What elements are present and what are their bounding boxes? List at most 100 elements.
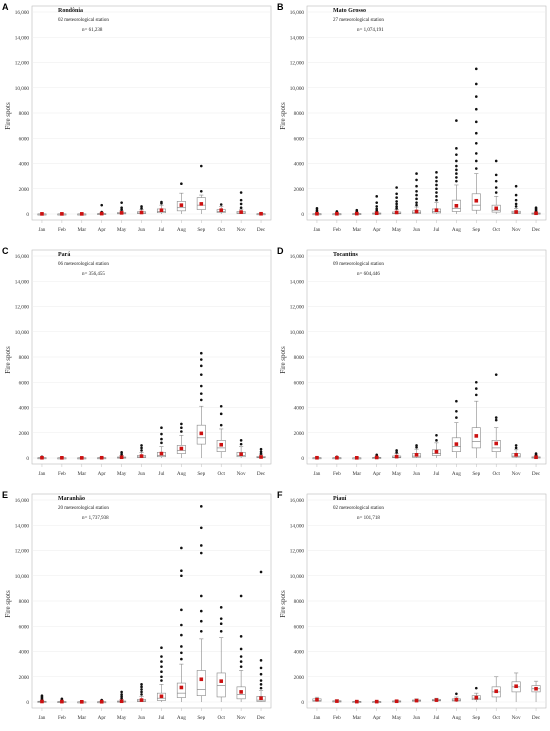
outlier-point <box>199 551 203 555</box>
box-oct <box>491 676 501 702</box>
mean-marker <box>199 202 204 206</box>
outlier-point <box>474 95 478 98</box>
outlier-point <box>140 685 143 689</box>
chart-svg: 0 2000 4000 6000 8000 10,000 12,000 14,000 16,00… <box>290 493 547 721</box>
outlier-point <box>239 442 243 446</box>
x-tick-label: Jan <box>38 471 45 477</box>
panel-n-label: n= 61,238 <box>82 28 103 33</box>
x-tick-label: Jan <box>38 227 45 233</box>
outlier-point <box>219 423 223 427</box>
x-tick-label: Nov <box>512 715 521 721</box>
outlier-point <box>514 184 518 188</box>
mean-marker <box>219 208 224 213</box>
outlier-point <box>415 172 418 175</box>
outlier-point <box>160 441 163 445</box>
outlier-point <box>435 433 438 437</box>
y-tick-label: 6000 <box>294 136 305 142</box>
outlier-point <box>239 202 243 206</box>
panel-subtitle: 02 meteorological station <box>333 506 384 511</box>
x-tick-label: Jan <box>313 227 320 233</box>
panel-letter: E <box>2 490 9 500</box>
mean-marker <box>474 695 479 700</box>
outlier-point <box>199 164 203 168</box>
outlier-point <box>259 686 263 690</box>
mean-marker <box>494 689 499 694</box>
box-aug <box>176 546 186 702</box>
box-may <box>392 699 402 704</box>
outlier-point <box>219 617 223 620</box>
y-axis-label: Fire spots <box>279 346 287 374</box>
outlier-point <box>160 660 163 663</box>
outlier-point <box>160 646 163 650</box>
box-feb <box>57 697 67 704</box>
outlier-point <box>239 206 243 209</box>
mean-marker <box>374 455 379 460</box>
y-tick-label: 6000 <box>294 624 305 630</box>
y-tick-label: 14,000 <box>15 523 30 529</box>
y-axis-label: Fire spots <box>279 102 287 130</box>
y-tick-label: 2000 <box>19 187 30 193</box>
outlier-point <box>199 505 203 508</box>
outlier-point <box>455 119 458 122</box>
panel-letter: C <box>2 246 9 256</box>
box-nov <box>236 594 246 702</box>
mean-marker <box>335 699 339 703</box>
outlier-point <box>494 373 498 376</box>
outlier-point <box>435 183 438 187</box>
outlier-point <box>120 451 123 454</box>
chart-svg: 0 2000 4000 6000 8000 10,000 12,000 14,000 16,00… <box>290 249 547 477</box>
box-feb <box>332 699 342 703</box>
box-jan <box>37 455 47 460</box>
x-tick-label: Oct <box>492 471 500 477</box>
mean-marker <box>514 684 518 689</box>
box-aug <box>451 692 461 702</box>
outlier-point <box>474 380 478 384</box>
x-tick-label: Jul <box>158 471 165 477</box>
x-tick-label: Aug <box>177 471 186 477</box>
mean-marker <box>79 700 84 704</box>
mean-marker <box>335 211 339 216</box>
mean-marker <box>99 455 104 460</box>
panel-n-label: n= 101,718 <box>357 516 380 521</box>
x-tick-label: Mar <box>352 715 361 721</box>
y-tick-label: 8000 <box>19 355 30 361</box>
chart-panel-f: 0 2000 4000 6000 8000 10,000 12,000 14,000 16,00… <box>275 488 550 731</box>
x-tick-label: Apr <box>98 227 106 233</box>
outlier-point <box>219 622 223 626</box>
outlier-point <box>474 167 478 170</box>
outlier-point <box>455 176 458 179</box>
x-tick-label: Jul <box>158 227 165 233</box>
outlier-point <box>415 444 418 447</box>
mean-marker <box>199 431 204 436</box>
outlier-point <box>160 665 163 668</box>
box-iqr <box>471 427 481 449</box>
x-tick-label: Nov <box>237 471 246 477</box>
outlier-point <box>140 205 143 208</box>
box-jun <box>137 683 147 702</box>
box-dec <box>531 206 541 216</box>
panel-subtitle: 20 meteorological station <box>58 506 109 511</box>
y-tick-label: 12,000 <box>290 61 305 67</box>
outlier-point <box>415 189 418 193</box>
box-iqr <box>196 670 206 696</box>
outlier-point <box>514 444 518 447</box>
outlier-point <box>120 208 123 211</box>
box-aug <box>176 182 186 214</box>
y-tick-label: 2000 <box>19 675 30 681</box>
box-apr <box>372 699 382 704</box>
outlier-point <box>180 569 183 572</box>
chart-panel-b: 0 2000 4000 6000 8000 10,000 12,000 14,000 16,00… <box>275 0 550 243</box>
y-tick-label: 6000 <box>19 380 30 386</box>
outlier-point <box>259 659 263 662</box>
x-tick-label: Dec <box>257 471 266 477</box>
outlier-point <box>435 439 438 442</box>
outlier-point <box>395 451 398 454</box>
mean-marker <box>159 694 164 699</box>
x-tick-label: Oct <box>217 471 225 477</box>
y-tick-label: 6000 <box>294 380 305 386</box>
outlier-point <box>514 202 518 206</box>
mean-marker <box>374 699 379 704</box>
y-tick-label: 2000 <box>294 187 305 193</box>
outlier-point <box>199 351 203 355</box>
y-tick-label: 12,000 <box>15 305 30 311</box>
